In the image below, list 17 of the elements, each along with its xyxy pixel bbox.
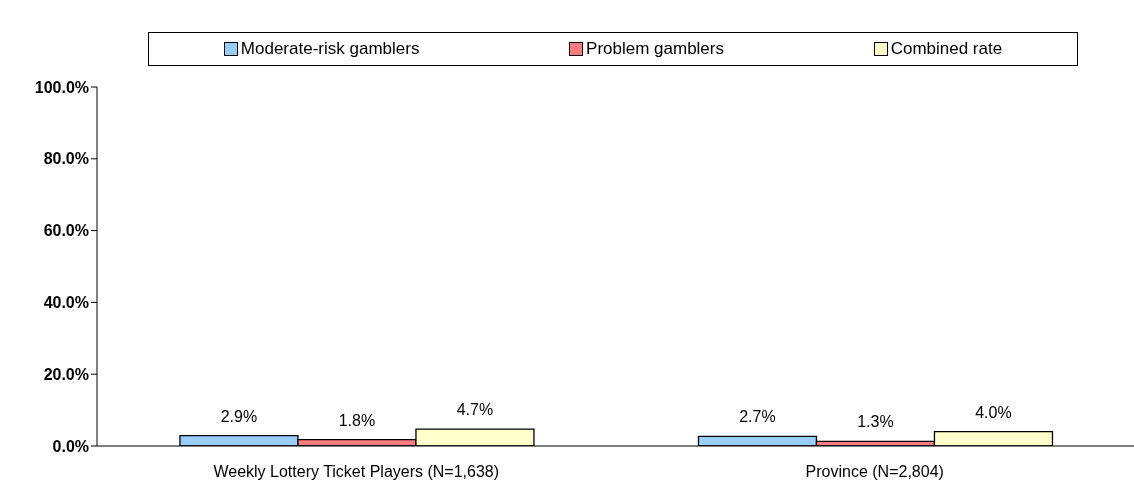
data-label: 4.7% bbox=[456, 401, 494, 419]
y-tick-label: 20.0% bbox=[43, 365, 89, 383]
y-tick-label: 80.0% bbox=[43, 150, 89, 168]
y-tick-label: 40.0% bbox=[43, 294, 89, 312]
legend-label: Problem gamblers bbox=[585, 39, 724, 59]
legend-label: Combined rate bbox=[889, 39, 1003, 59]
data-label: 2.7% bbox=[739, 408, 776, 426]
data-label: 4.0% bbox=[975, 403, 1012, 421]
y-tick-label: 60.0% bbox=[43, 222, 89, 240]
x-tick-label: Weekly Lottery Ticket Players (N=1,638) bbox=[213, 463, 500, 481]
data-label: 1.8% bbox=[338, 411, 376, 429]
data-label: 2.9% bbox=[220, 407, 258, 425]
y-tick-label: 100.0% bbox=[34, 78, 89, 96]
y-tick-label: 0.0% bbox=[52, 437, 89, 455]
x-tick-label: Province (N=2,804) bbox=[805, 463, 944, 481]
data-label: 1.3% bbox=[857, 413, 894, 431]
legend-label: Moderate-risk gamblers bbox=[239, 39, 420, 59]
